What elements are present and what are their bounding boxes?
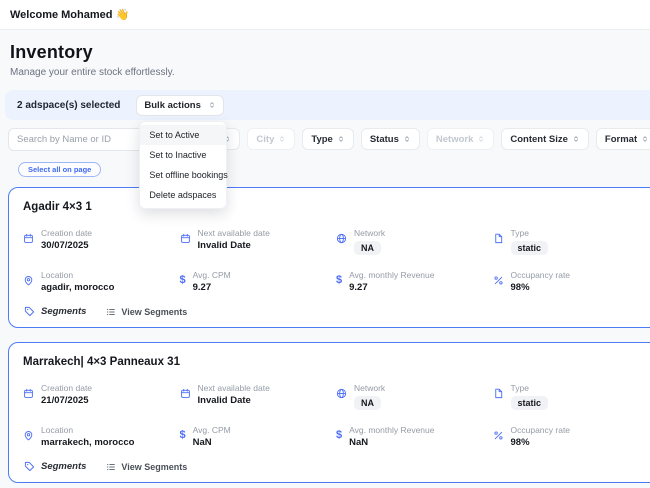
field-next-available-date: Next available date Invalid Date [180,228,337,256]
document-icon [493,233,504,244]
field-avg-monthly-revenue: $ Avg. monthly Revenue 9.27 [336,270,493,293]
field-grid: Creation date 30/07/2025 Next available … [23,228,649,293]
calendar-icon [180,388,191,399]
map-pin-icon [23,430,34,441]
segments-row: Segments View Segments [23,306,649,317]
bulk-actions-menu: Set to Active Set to Inactive Set offlin… [139,121,227,209]
tag-icon [24,306,35,317]
field-location: Location marrakech, morocco [23,425,180,448]
filter-type[interactable]: Type [302,128,353,150]
percent-icon [493,430,504,441]
globe-icon [336,233,347,244]
field-avg-cpm: $ Avg. CPM 9.27 [180,270,337,293]
menu-item-set-offline-bookings[interactable]: Set offline bookings [140,165,226,185]
field-network: Network NA [336,228,493,256]
bulk-actions-label: Bulk actions [144,100,201,111]
segments-label: Segments [41,306,86,317]
menu-item-set-active[interactable]: Set to Active [140,125,226,145]
document-icon [493,388,504,399]
segments-label: Segments [41,461,86,472]
type-badge: static [511,241,549,255]
updown-arrows-icon [208,100,216,110]
bulk-actions-dropdown[interactable]: Bulk actions Set to Active Set to Inacti… [136,95,224,116]
field-type: Type static [493,383,650,411]
field-next-available-date: Next available date Invalid Date [180,383,337,411]
field-location: Location agadir, morocco [23,270,180,293]
field-type: Type static [493,228,650,256]
filter-group: Country City Type Status Network Content… [174,128,650,151]
field-network: Network NA [336,383,493,411]
top-bar: Welcome Mohamed 👋 [0,0,650,30]
filter-format[interactable]: Format [596,128,650,150]
page-title: Inventory [10,42,640,63]
dollar-icon: $ [180,275,186,286]
field-creation-date: Creation date 21/07/2025 [23,383,180,411]
updown-arrows-icon [477,134,485,144]
adspace-card: Agadir 4×3 1 Creation date 30/07/2025 Ne… [8,187,650,328]
selected-count-text: 2 adspace(s) selected [17,100,120,111]
dollar-icon: $ [336,275,342,286]
field-creation-date: Creation date 30/07/2025 [23,228,180,256]
updown-arrows-icon [403,134,411,144]
menu-item-delete-adspaces[interactable]: Delete adspaces [140,185,226,205]
updown-arrows-icon [337,134,345,144]
dollar-icon: $ [180,430,186,441]
page-header: Inventory Manage your entire stock effor… [0,30,650,82]
map-pin-icon [23,275,34,286]
field-grid: Creation date 21/07/2025 Next available … [23,383,649,448]
filter-status[interactable]: Status [361,128,420,150]
calendar-icon [180,233,191,244]
field-occupancy-rate: Occupancy rate 98% [493,270,650,293]
view-segments-button[interactable]: View Segments [106,462,187,472]
calendar-icon [23,388,34,399]
filter-network[interactable]: Network [427,128,494,150]
inventory-section: Inventory Manage your entire stock effor… [0,30,650,488]
adspace-card: Marrakech| 4×3 Panneaux 31 Creation date… [8,342,650,483]
updown-arrows-icon [572,134,580,144]
search-input[interactable] [17,134,149,145]
percent-icon [493,275,504,286]
select-all-on-page-button[interactable]: Select all on page [18,162,101,177]
field-occupancy-rate: Occupancy rate 98% [493,425,650,448]
bulk-actions-bar: 2 adspace(s) selected Bulk actions Set t… [5,90,650,120]
adspace-title: Agadir 4×3 1 [23,201,649,213]
network-badge: NA [354,241,381,255]
globe-icon [336,388,347,399]
adspace-card-list: Agadir 4×3 1 Creation date 30/07/2025 Ne… [8,187,650,483]
updown-arrows-icon [278,134,286,144]
tag-icon [24,461,35,472]
adspace-title: Marrakech| 4×3 Panneaux 31 [23,356,649,368]
network-badge: NA [354,396,381,410]
segments-row: Segments View Segments [23,461,649,472]
updown-arrows-icon [641,134,649,144]
list-icon [106,462,116,472]
calendar-icon [23,233,34,244]
dollar-icon: $ [336,430,342,441]
field-avg-cpm: $ Avg. CPM NaN [180,425,337,448]
type-badge: static [511,396,549,410]
menu-item-set-inactive[interactable]: Set to Inactive [140,145,226,165]
field-avg-monthly-revenue: $ Avg. monthly Revenue NaN [336,425,493,448]
list-icon [106,307,116,317]
welcome-message: Welcome Mohamed 👋 [10,8,129,21]
search-filter-row: Country City Type Status Network Content… [8,127,650,151]
filter-city[interactable]: City [247,128,295,150]
page-subtitle: Manage your entire stock effortlessly. [10,67,640,78]
filter-content-size[interactable]: Content Size [501,128,589,150]
view-segments-button[interactable]: View Segments [106,307,187,317]
